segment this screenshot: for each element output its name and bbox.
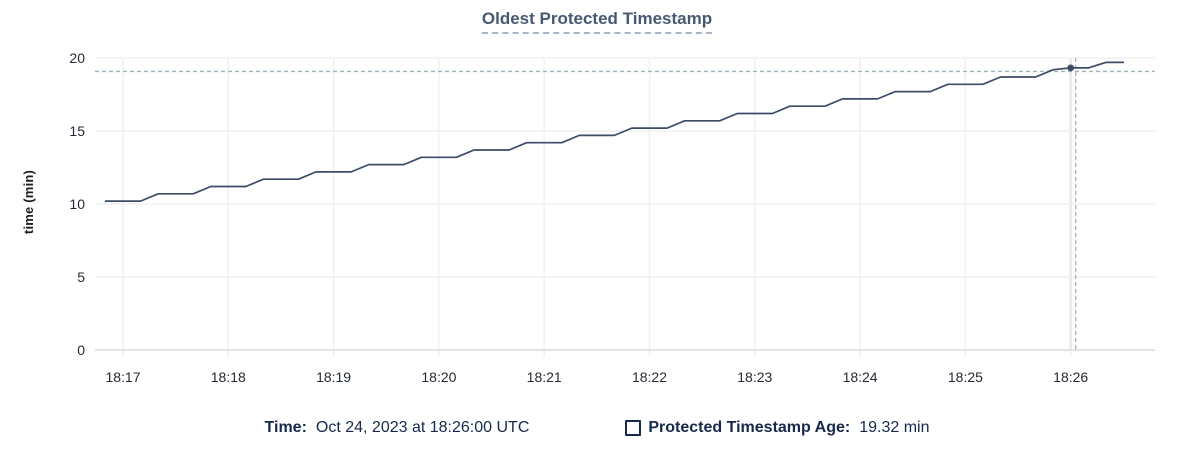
series-label: Protected Timestamp Age: bbox=[648, 419, 851, 436]
svg-text:18:17: 18:17 bbox=[105, 369, 140, 385]
y-axis-tick-labels: 0 5 10 15 20 bbox=[69, 50, 85, 358]
x-axis-tick-labels: 18:17 18:18 18:19 18:20 18:21 18:22 18:23 18:24… bbox=[105, 369, 1088, 385]
svg-text:18:24: 18:24 bbox=[843, 369, 878, 385]
svg-text:18:26: 18:26 bbox=[1053, 369, 1088, 385]
hover-legend: Time: Oct 24, 2023 at 18:26:00 UTC Prote… bbox=[0, 413, 1194, 443]
svg-text:15: 15 bbox=[69, 123, 85, 139]
chart-title[interactable]: Oldest Protected Timestamp bbox=[481, 9, 713, 34]
svg-text:18:23: 18:23 bbox=[737, 369, 772, 385]
y-gridlines bbox=[95, 57, 1155, 351]
series-legend-item[interactable]: Protected Timestamp Age: 19.32 min bbox=[625, 419, 929, 437]
x-gridlines bbox=[122, 58, 1072, 357]
svg-text:18:20: 18:20 bbox=[421, 369, 456, 385]
svg-text:18:18: 18:18 bbox=[211, 369, 246, 385]
series-checkbox-icon[interactable] bbox=[625, 420, 642, 436]
hover-time-group: Time: Oct 24, 2023 at 18:26:00 UTC bbox=[265, 419, 530, 437]
time-value: Oct 24, 2023 at 18:26:00 UTC bbox=[315, 419, 530, 436]
svg-text:20: 20 bbox=[69, 50, 85, 66]
time-label: Time: bbox=[264, 419, 307, 436]
chart-title-row: Oldest Protected Timestamp bbox=[0, 9, 1194, 34]
hover-point[interactable] bbox=[1067, 64, 1075, 72]
svg-text:0: 0 bbox=[77, 342, 85, 358]
svg-text:10: 10 bbox=[69, 196, 85, 212]
svg-text:5: 5 bbox=[77, 269, 85, 285]
svg-text:18:19: 18:19 bbox=[316, 369, 351, 385]
svg-text:18:22: 18:22 bbox=[632, 369, 667, 385]
svg-text:18:21: 18:21 bbox=[527, 369, 562, 385]
svg-text:18:25: 18:25 bbox=[948, 369, 983, 385]
series-value: 19.32 min bbox=[859, 419, 930, 436]
series-line[interactable] bbox=[104, 61, 1125, 202]
crosshair bbox=[95, 58, 1155, 350]
